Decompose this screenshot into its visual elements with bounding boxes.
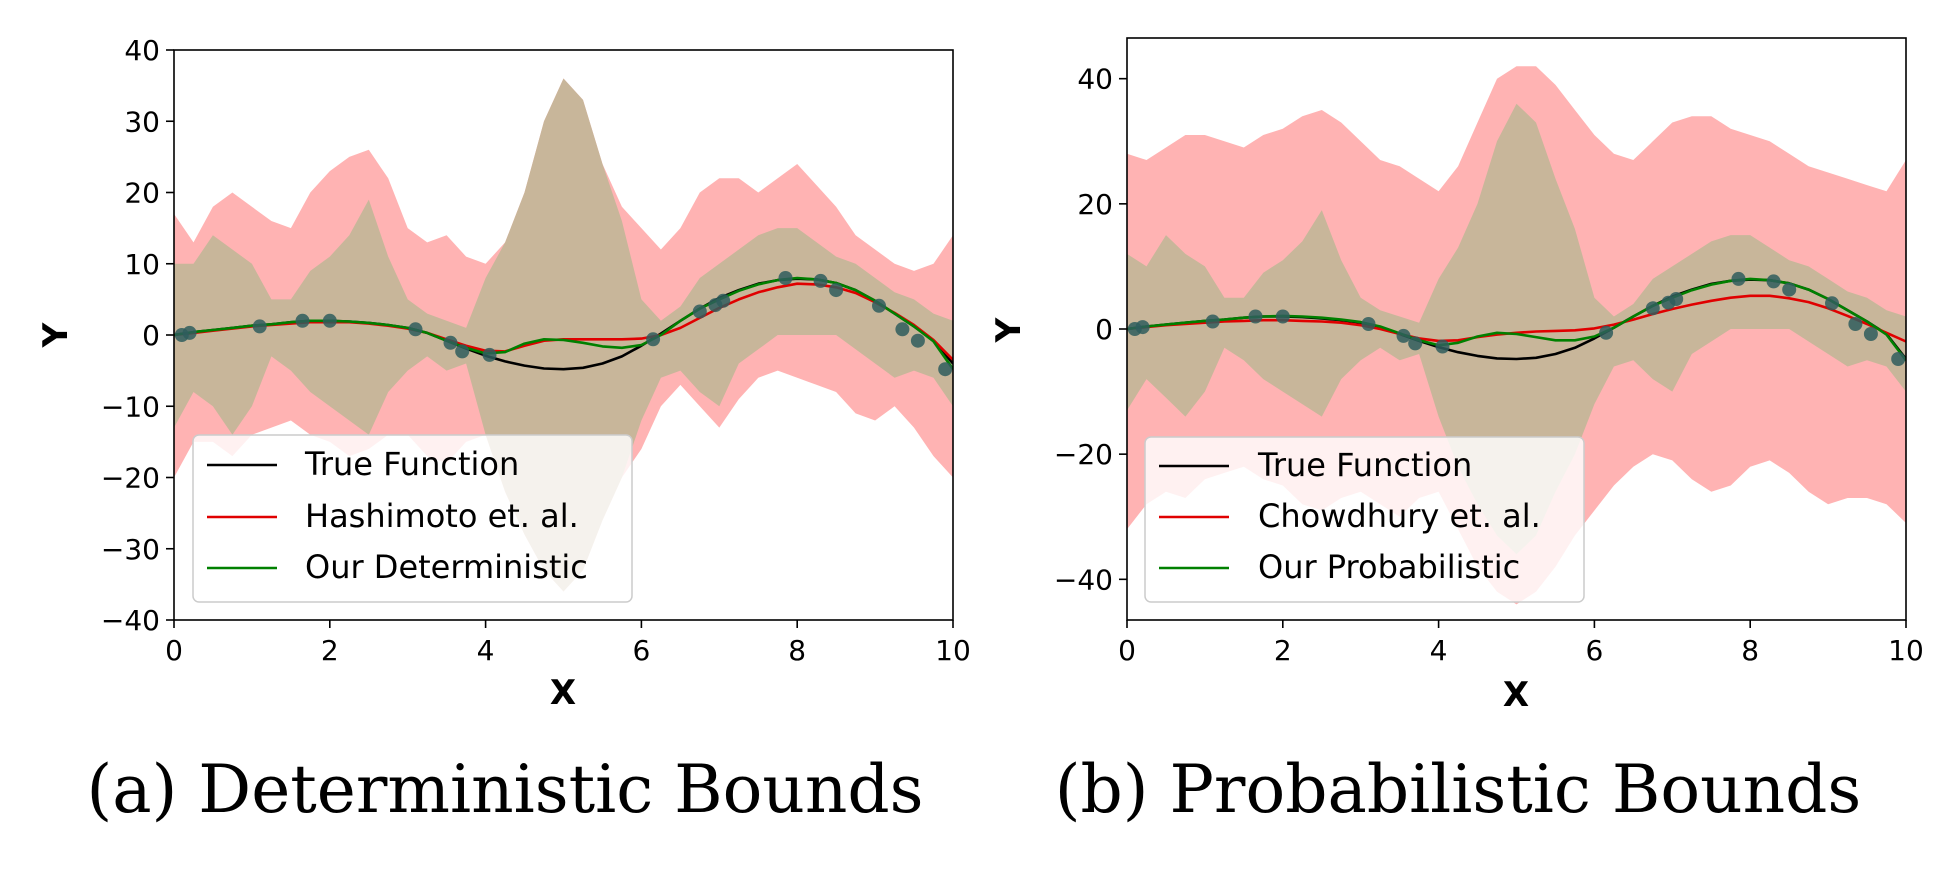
data-point [646, 332, 661, 347]
x-tick-label: 2 [321, 634, 339, 667]
data-point [1205, 314, 1220, 329]
x-tick-label: 6 [1585, 634, 1603, 667]
data-point [692, 304, 707, 319]
data-point [295, 313, 310, 328]
y-tick-label: −20 [1054, 438, 1113, 471]
caption: (a) Deterministic Bounds [86, 751, 923, 828]
data-point [443, 335, 458, 350]
y-tick-label: 30 [124, 105, 160, 138]
data-point [829, 283, 844, 298]
data-point [938, 362, 953, 377]
x-tick-label: 2 [1274, 634, 1292, 667]
data-point [1848, 317, 1863, 331]
data-point [1396, 328, 1411, 343]
y-tick-label: 40 [124, 34, 160, 67]
data-point [1645, 301, 1660, 316]
data-point [408, 322, 423, 337]
legend-label: Chowdhury et. al. [1258, 497, 1541, 535]
data-point [482, 347, 497, 362]
data-point [1408, 336, 1423, 351]
y-tick-label: −40 [1054, 563, 1113, 596]
data-point [1361, 317, 1376, 331]
y-tick-label: −30 [101, 533, 160, 566]
data-point [455, 344, 470, 359]
y-tick-label: 20 [1077, 188, 1113, 221]
y-axis-label: Y [989, 317, 1029, 343]
data-point [910, 333, 925, 348]
x-tick-label: 4 [477, 634, 495, 667]
data-point [1766, 274, 1781, 289]
data-point [1599, 325, 1614, 340]
x-tick-label: 10 [935, 634, 971, 667]
panel-probabilistic: 0 2 4 6 8 10 −40 −20 0 20 40 X Y True Function Ch… [989, 37, 1924, 828]
y-tick-label: −20 [101, 462, 160, 495]
legend: True Function Hashimoto et. al. Our Dete… [192, 434, 633, 603]
inner-bound-band [1127, 103, 1906, 555]
legend-label: Our Deterministic [305, 548, 588, 586]
x-tick-label: 0 [165, 634, 183, 667]
legend-label: Our Probabilistic [1258, 548, 1520, 586]
x-tick-label: 8 [1741, 634, 1759, 667]
data-point [1275, 309, 1290, 324]
data-point [1825, 296, 1839, 311]
data-point [895, 322, 910, 337]
data-point [1135, 320, 1150, 335]
y-tick-label: 40 [1077, 63, 1113, 96]
x-tick-label: 4 [1430, 634, 1448, 667]
data-point [1782, 282, 1797, 297]
x-axis-label: X [1503, 675, 1529, 715]
data-point [182, 325, 197, 340]
y-tick-label: 0 [142, 319, 160, 352]
x-tick-label: 10 [1888, 634, 1924, 667]
data-point [252, 319, 267, 334]
inner-bound-band [174, 78, 953, 592]
data-point [1891, 352, 1906, 366]
data-point [1863, 327, 1878, 341]
legend-label: True Function [1257, 446, 1472, 484]
data-point [1731, 271, 1746, 286]
x-tick-label: 0 [1118, 634, 1136, 667]
y-axis-label: Y [36, 322, 76, 348]
legend-label: Hashimoto et. al. [305, 497, 579, 535]
caption: (b) Probabilistic Bounds [1055, 751, 1861, 828]
x-tick-label: 8 [788, 634, 806, 667]
legend: True Function Chowdhury et. al. Our Prob… [1144, 436, 1585, 603]
data-point [1248, 309, 1263, 324]
y-tick-label: 0 [1095, 313, 1113, 346]
panel-deterministic: 0 2 4 6 8 10 −40 −30 −20 −10 0 10 20 30 40 X Y True F… [36, 34, 971, 828]
legend-label: True Function [304, 445, 519, 483]
data-point [813, 273, 828, 288]
y-tick-label: 20 [124, 177, 160, 210]
x-tick-label: 6 [632, 634, 650, 667]
data-point [872, 298, 886, 313]
data-point [778, 271, 793, 285]
data-point [1669, 292, 1684, 306]
data-point [1435, 339, 1450, 354]
data-point [322, 313, 337, 328]
y-tick-label: 10 [124, 248, 160, 281]
y-tick-label: −40 [101, 604, 160, 637]
y-tick-label: −10 [101, 390, 160, 423]
data-point [716, 293, 731, 308]
x-axis-label: X [550, 673, 576, 713]
